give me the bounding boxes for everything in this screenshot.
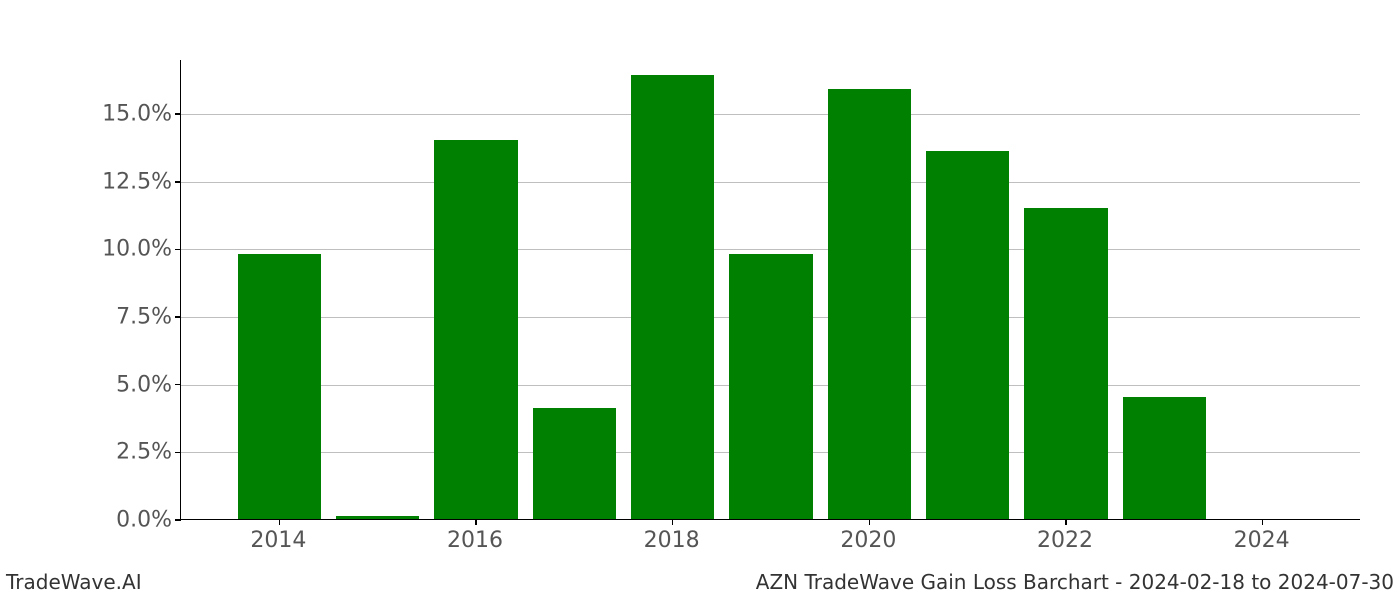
y-tick-mark	[175, 316, 181, 318]
bar-2020	[828, 89, 912, 519]
x-tick-mark	[1262, 519, 1264, 525]
x-tick-label: 2014	[250, 528, 306, 553]
x-tick-mark	[475, 519, 477, 525]
bar-2017	[533, 408, 617, 519]
x-tick-mark	[279, 519, 281, 525]
x-tick-label: 2024	[1234, 528, 1290, 553]
x-tick-label: 2020	[840, 528, 896, 553]
x-tick-mark	[1065, 519, 1067, 525]
chart-container: TradeWave.AI AZN TradeWave Gain Loss Bar…	[0, 0, 1400, 600]
y-tick-mark	[175, 519, 181, 521]
y-tick-label: 7.5%	[116, 305, 172, 330]
y-tick-label: 10.0%	[102, 237, 172, 262]
y-tick-label: 15.0%	[102, 102, 172, 127]
y-tick-mark	[175, 113, 181, 115]
y-tick-label: 2.5%	[116, 440, 172, 465]
bar-2015	[336, 516, 420, 519]
x-tick-label: 2022	[1037, 528, 1093, 553]
footer-right-text: AZN TradeWave Gain Loss Barchart - 2024-…	[756, 570, 1394, 594]
bar-2014	[238, 254, 322, 519]
y-gridline	[181, 182, 1360, 183]
x-tick-label: 2016	[447, 528, 503, 553]
bar-2023	[1123, 397, 1207, 519]
bar-2022	[1024, 208, 1108, 519]
bar-2016	[434, 140, 518, 519]
footer-left-text: TradeWave.AI	[6, 570, 142, 594]
y-gridline	[181, 114, 1360, 115]
plot-area	[180, 60, 1360, 520]
bar-2019	[729, 254, 813, 519]
y-gridline	[181, 249, 1360, 250]
y-tick-mark	[175, 249, 181, 251]
y-tick-label: 0.0%	[116, 508, 172, 533]
y-tick-mark	[175, 181, 181, 183]
x-tick-mark	[672, 519, 674, 525]
bar-2021	[926, 151, 1010, 519]
x-tick-mark	[869, 519, 871, 525]
y-tick-mark	[175, 452, 181, 454]
bar-2018	[631, 75, 715, 519]
x-tick-label: 2018	[644, 528, 700, 553]
y-tick-mark	[175, 384, 181, 386]
y-tick-label: 12.5%	[102, 169, 172, 194]
y-tick-label: 5.0%	[116, 372, 172, 397]
